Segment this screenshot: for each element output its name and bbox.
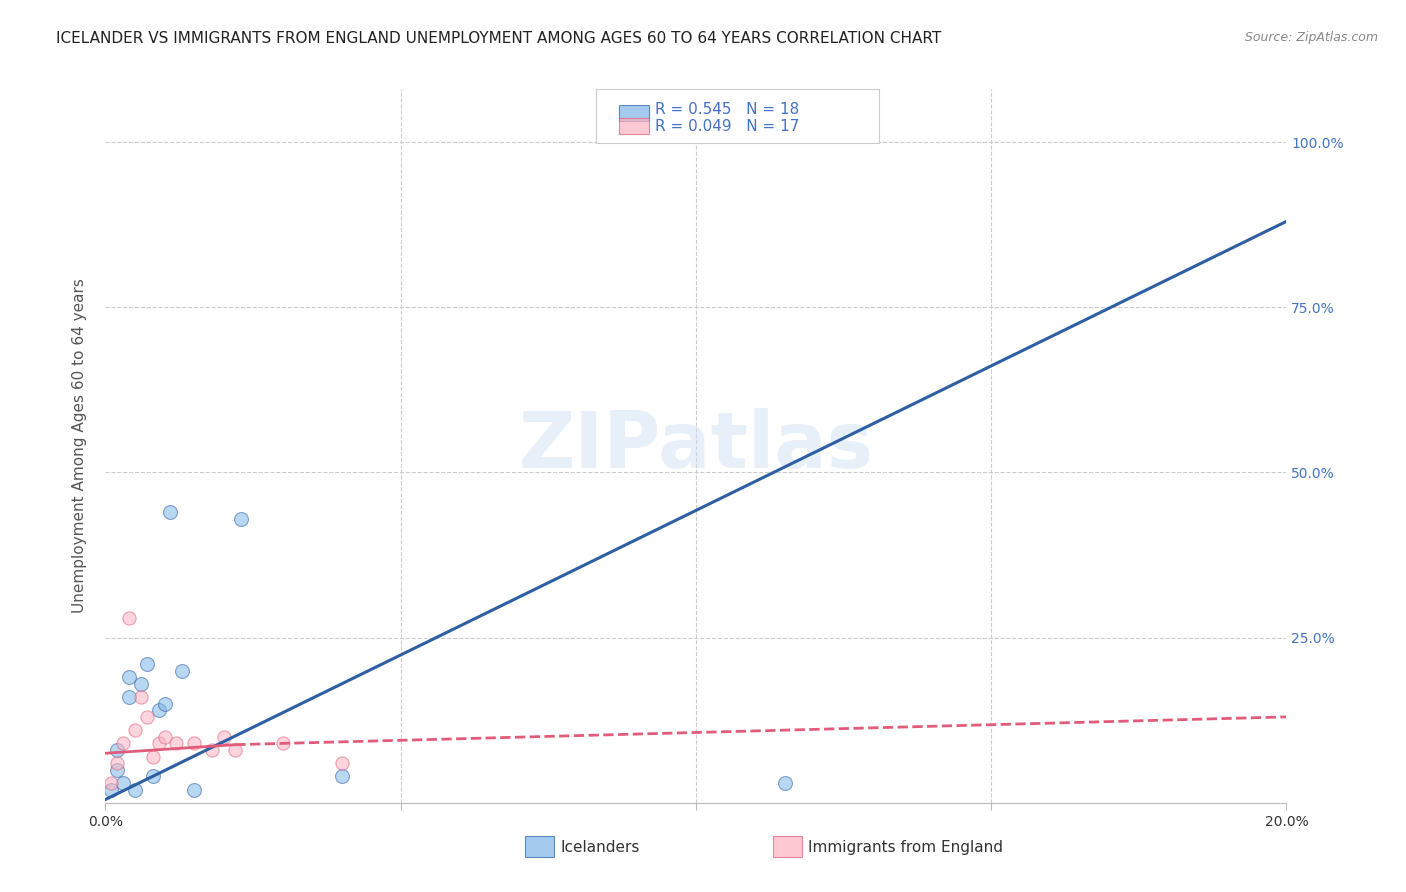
Point <box>159 505 181 519</box>
Point <box>231 511 253 525</box>
Text: Icelanders: Icelanders <box>560 839 640 855</box>
Y-axis label: Unemployment Among Ages 60 to 64 years: Unemployment Among Ages 60 to 64 years <box>72 278 87 614</box>
FancyBboxPatch shape <box>773 836 803 857</box>
Point <box>201 743 224 757</box>
Point <box>148 736 170 750</box>
Point <box>118 611 141 625</box>
FancyBboxPatch shape <box>619 105 648 120</box>
Point <box>165 736 187 750</box>
FancyBboxPatch shape <box>596 89 879 143</box>
Point <box>124 723 146 738</box>
Point <box>183 782 205 797</box>
Point <box>135 657 157 671</box>
Text: R = 0.545   N = 18: R = 0.545 N = 18 <box>655 102 799 117</box>
Point <box>129 677 152 691</box>
Text: R = 0.049   N = 17: R = 0.049 N = 17 <box>655 119 799 134</box>
Point <box>330 756 353 771</box>
Text: ZIPatlas: ZIPatlas <box>519 408 873 484</box>
Point <box>330 769 353 783</box>
Point <box>172 664 194 678</box>
Point <box>105 743 128 757</box>
Point <box>118 690 141 704</box>
Point <box>124 782 146 797</box>
Point <box>183 736 205 750</box>
Point <box>105 756 128 771</box>
Point <box>142 749 165 764</box>
Text: Source: ZipAtlas.com: Source: ZipAtlas.com <box>1244 31 1378 45</box>
Point <box>118 670 141 684</box>
FancyBboxPatch shape <box>619 119 648 134</box>
Point <box>212 730 235 744</box>
Text: ICELANDER VS IMMIGRANTS FROM ENGLAND UNEMPLOYMENT AMONG AGES 60 TO 64 YEARS CORR: ICELANDER VS IMMIGRANTS FROM ENGLAND UNE… <box>56 31 942 46</box>
FancyBboxPatch shape <box>524 836 554 857</box>
Point <box>773 776 796 790</box>
Text: Immigrants from England: Immigrants from England <box>808 839 1002 855</box>
Point <box>148 703 170 717</box>
Point <box>105 763 128 777</box>
Point <box>271 736 294 750</box>
Point <box>142 769 165 783</box>
Point <box>112 736 135 750</box>
Point <box>153 697 176 711</box>
Point <box>153 730 176 744</box>
Point <box>224 743 246 757</box>
Point <box>100 776 122 790</box>
Point <box>112 776 135 790</box>
Point <box>100 782 122 797</box>
Point <box>129 690 152 704</box>
Point <box>135 710 157 724</box>
